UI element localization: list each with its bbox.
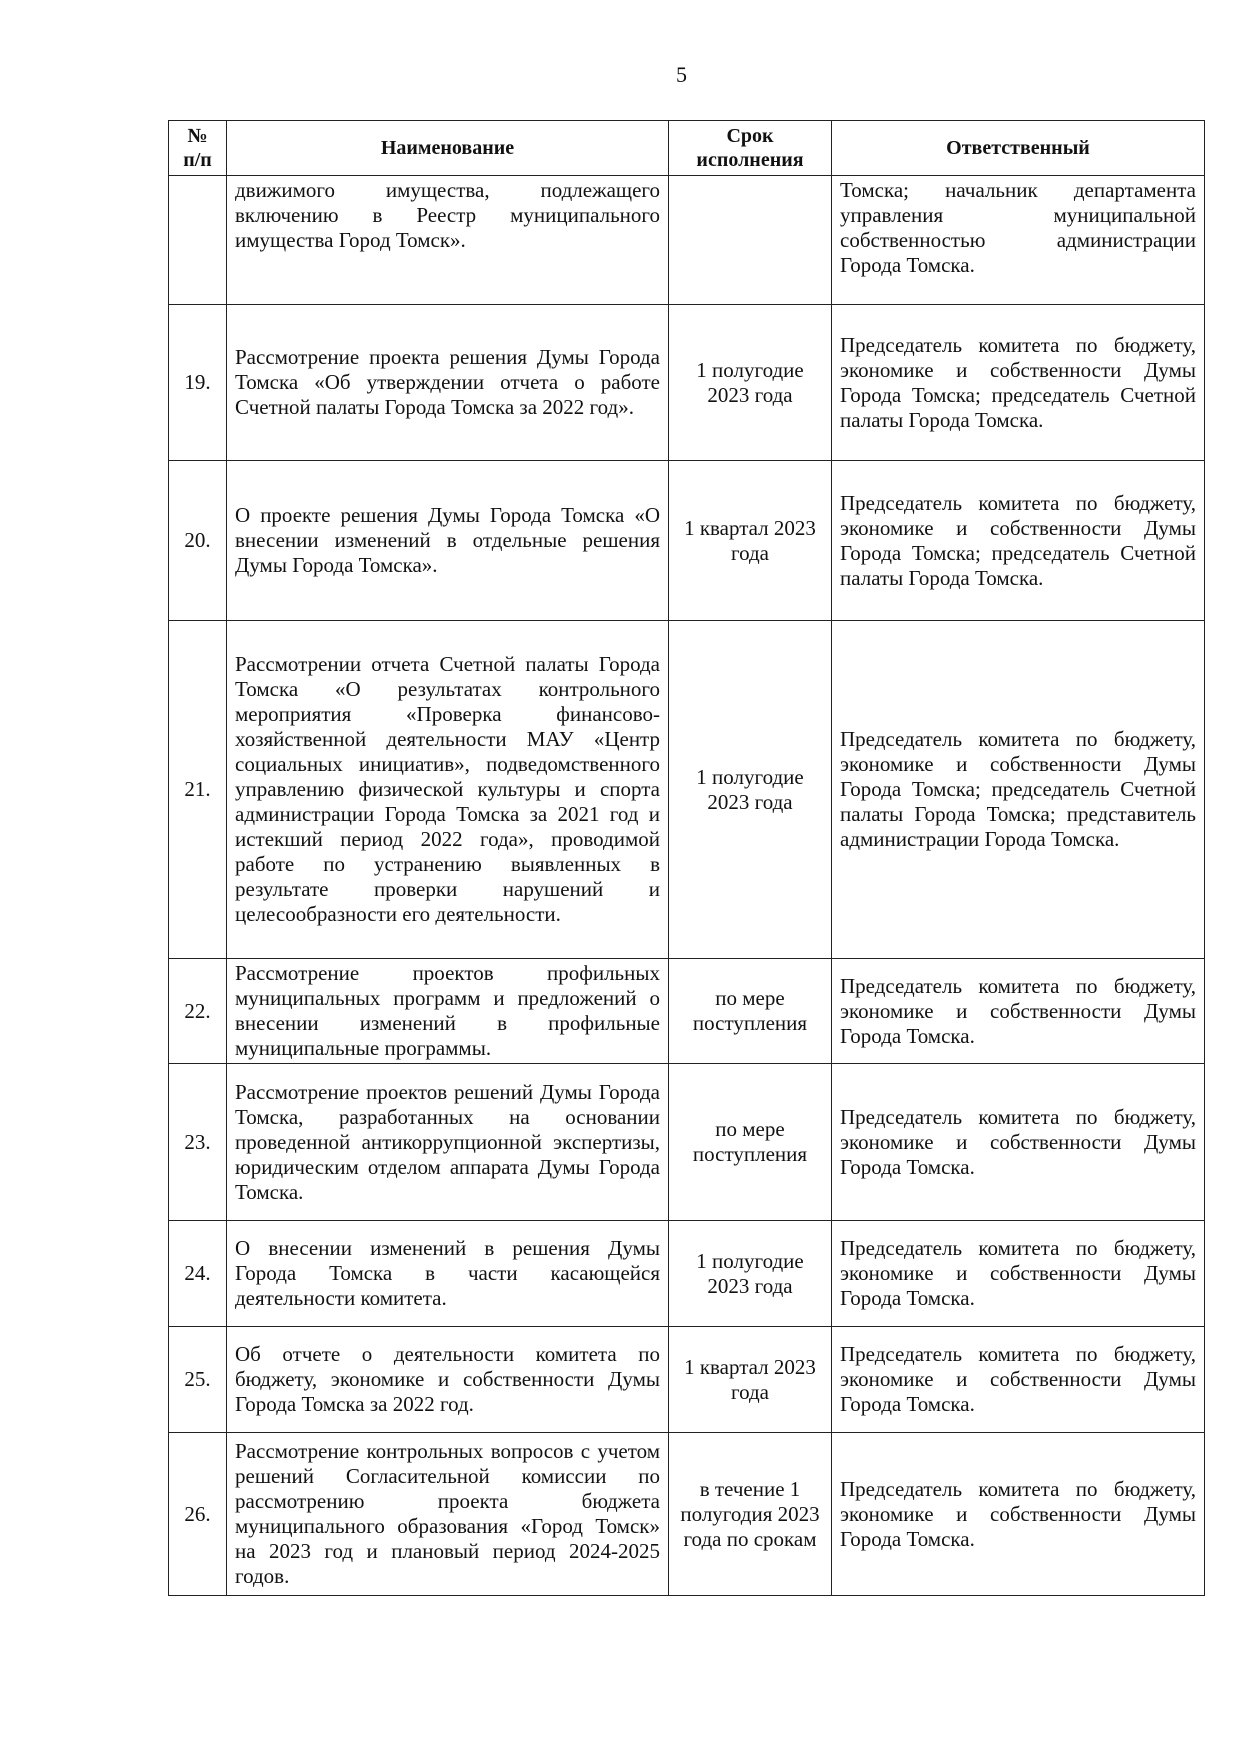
row-responsible: Председатель комитета по бюджету, эконом… [831, 1432, 1205, 1596]
row-responsible: Председатель комитета по бюджету, эконом… [831, 958, 1205, 1064]
page-number: 5 [676, 62, 687, 87]
row-responsible: Председатель комитета по бюджету, эконом… [831, 1220, 1205, 1327]
row-term: по мере поступления [668, 1063, 832, 1221]
table-row: 23. Рассмотрение проектов решений Думы Го… [168, 1063, 1205, 1221]
row-responsible: Председатель комитета по бюджету, эконом… [831, 460, 1205, 621]
row-name: Рассмотрение проектов профильных муницип… [226, 958, 669, 1064]
row-name: движимого имущества, подлежащего включен… [226, 175, 669, 305]
row-term: в течение 1 полугодия 2023 года по срока… [668, 1432, 832, 1596]
row-name: О проекте решения Думы Города Томска «О … [226, 460, 669, 621]
row-responsible: Председатель комитета по бюджету, эконом… [831, 620, 1205, 959]
table-row: 22. Рассмотрение проектов профильных муни… [168, 958, 1205, 1064]
table-row: 19. Рассмотрение проекта решения Думы Гор… [168, 304, 1205, 461]
table-row: 21. Рассмотрении отчета Счетной палаты Го… [168, 620, 1205, 959]
row-number: 25. [168, 1326, 227, 1433]
row-name: Рассмотрении отчета Счетной палаты Город… [226, 620, 669, 959]
row-number: 19. [168, 304, 227, 461]
row-term: 1 полугодие 2023 года [668, 1220, 832, 1327]
table-row: движимого имущества, подлежащего включен… [168, 175, 1205, 305]
row-term [668, 175, 832, 305]
row-number: 20. [168, 460, 227, 621]
table-row: 25. Об отчете о деятельности комитета по … [168, 1326, 1205, 1433]
table-row: 20. О проекте решения Думы Города Томска … [168, 460, 1205, 621]
row-number [168, 175, 227, 305]
row-number: 24. [168, 1220, 227, 1327]
row-responsible: Председатель комитета по бюджету, эконом… [831, 1063, 1205, 1221]
row-responsible: Председатель комитета по бюджету, эконом… [831, 304, 1205, 461]
row-name: О внесении изменений в решения Думы Горо… [226, 1220, 669, 1327]
header-term: Срок исполнения [668, 120, 832, 176]
row-term: 1 квартал 2023 года [668, 460, 832, 621]
row-term: по мере поступления [668, 958, 832, 1064]
row-term: 1 полугодие 2023 года [668, 620, 832, 959]
row-name: Рассмотрение проектов решений Думы Город… [226, 1063, 669, 1221]
header-num: № п/п [168, 120, 227, 176]
row-term: 1 квартал 2023 года [668, 1326, 832, 1433]
table-row: 26. Рассмотрение контрольных вопросов с у… [168, 1432, 1205, 1596]
row-responsible: Томска; начальник департамента управлени… [831, 175, 1205, 305]
row-name: Об отчете о деятельности комитета по бюд… [226, 1326, 669, 1433]
row-number: 22. [168, 958, 227, 1064]
row-responsible: Председатель комитета по бюджету, эконом… [831, 1326, 1205, 1433]
row-number: 26. [168, 1432, 227, 1596]
table-row: 24. О внесении изменений в решения Думы Г… [168, 1220, 1205, 1327]
row-number: 21. [168, 620, 227, 959]
row-name: Рассмотрение контрольных вопросов с учет… [226, 1432, 669, 1596]
row-name: Рассмотрение проекта решения Думы Города… [226, 304, 669, 461]
header-name: Наименование [226, 120, 669, 176]
row-number: 23. [168, 1063, 227, 1221]
row-term: 1 полугодие 2023 года [668, 304, 832, 461]
table-header-row: № п/п Наименование Срок исполнения Ответ… [168, 120, 1205, 176]
plan-table: № п/п Наименование Срок исполнения Ответ… [168, 120, 1205, 1596]
header-responsible: Ответственный [831, 120, 1205, 176]
